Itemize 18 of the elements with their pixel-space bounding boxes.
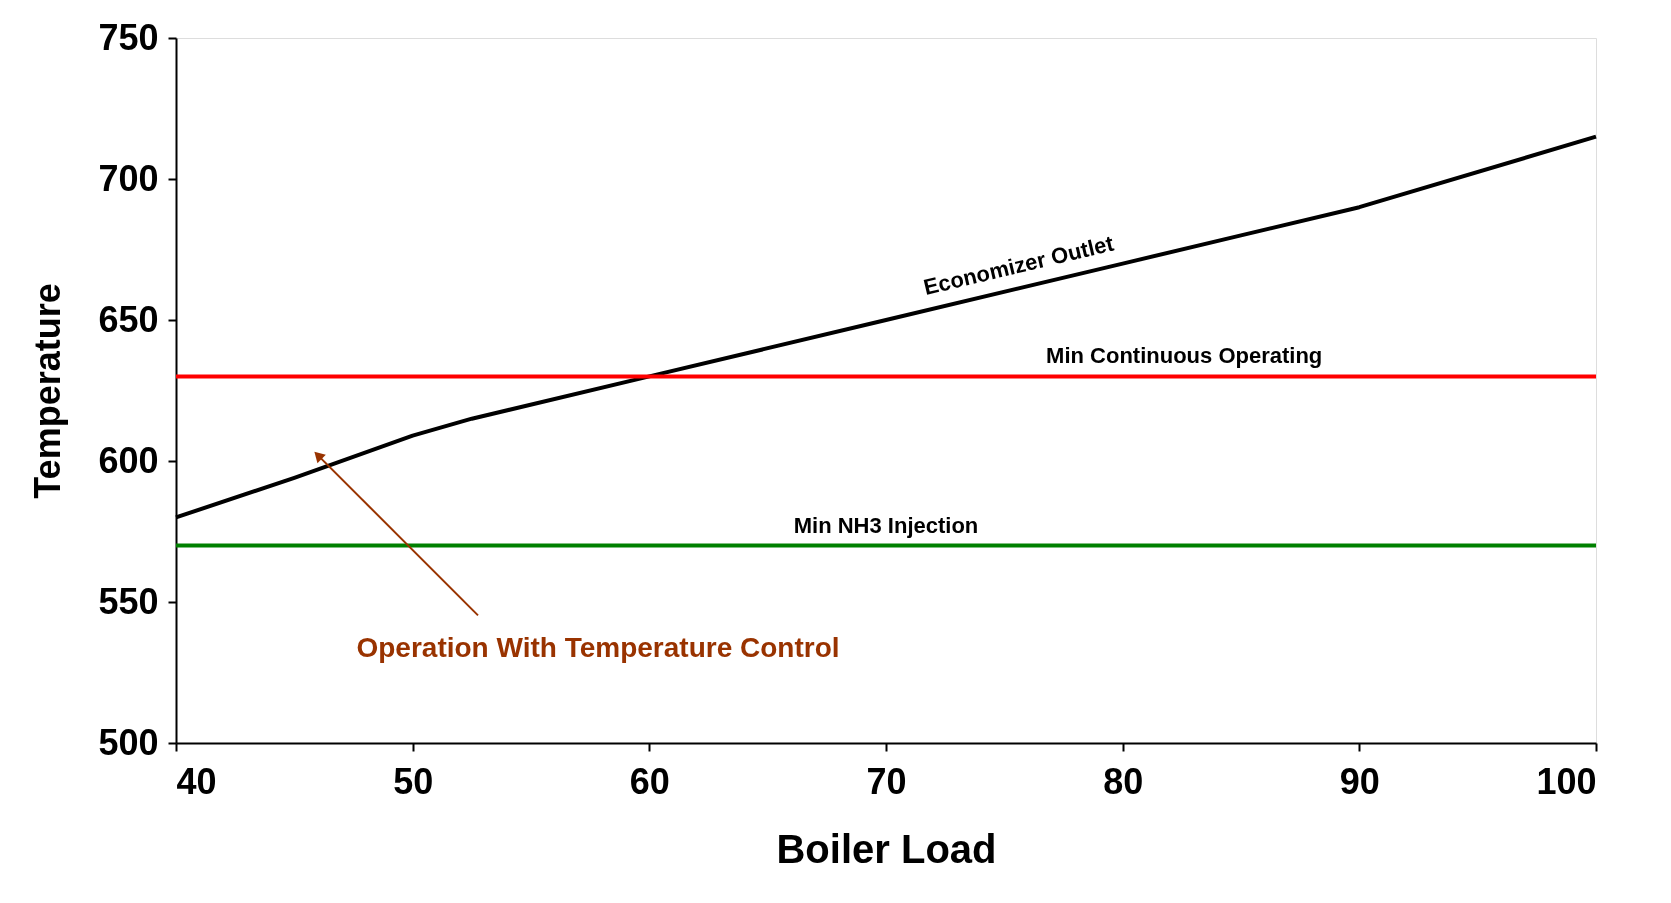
annotation: Operation With Temperature Control [356, 632, 840, 664]
y-tick-label: 750 [98, 16, 159, 58]
y-tick-label: 600 [98, 439, 159, 481]
x-tick-label: 70 [866, 760, 907, 802]
ref-line-label: Min NH3 Injection [793, 512, 979, 538]
ref-line-label: Min Continuous Operating [1046, 343, 1323, 369]
y-tick-label: 550 [98, 580, 159, 622]
x-tick-label: 100 [1536, 760, 1597, 802]
y-tick-label: 500 [98, 721, 159, 763]
y-tick-label: 650 [98, 298, 159, 340]
y-tick-label: 700 [98, 157, 159, 199]
x-tick-label: 90 [1339, 760, 1380, 802]
y-axis-title: Temperature [27, 283, 69, 499]
x-tick-label: 60 [629, 760, 670, 802]
x-tick-label: 80 [1103, 760, 1144, 802]
x-tick-label: 50 [393, 760, 434, 802]
x-tick-label: 40 [176, 760, 217, 802]
x-axis-title: Boiler Load [776, 826, 997, 871]
